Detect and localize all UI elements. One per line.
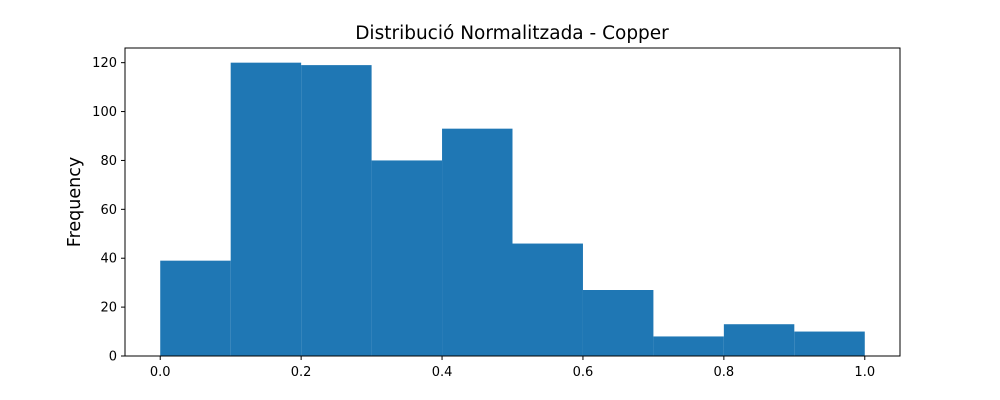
histogram-bar bbox=[512, 243, 583, 356]
histogram-bar bbox=[230, 62, 302, 357]
y-axis-label: Frequency bbox=[65, 157, 85, 247]
y-tick-label: 40 bbox=[100, 252, 117, 267]
histogram-bar bbox=[582, 290, 654, 356]
y-tick-label: 20 bbox=[100, 301, 117, 316]
x-tick-label: 0.6 bbox=[573, 365, 594, 380]
x-tick-label: 0.8 bbox=[714, 365, 735, 380]
y-tick-label: 60 bbox=[100, 203, 117, 218]
plot-frame bbox=[124, 47, 901, 357]
x-tick-label: 0.2 bbox=[291, 365, 312, 380]
histogram-bar bbox=[371, 160, 443, 356]
histogram-bar bbox=[160, 260, 231, 356]
y-tick-label: 0 bbox=[109, 350, 117, 365]
x-tick-label: 1.0 bbox=[854, 365, 875, 380]
histogram-bar bbox=[442, 128, 513, 356]
bars-group bbox=[160, 62, 865, 357]
histogram-bar bbox=[723, 324, 795, 356]
histogram-bar bbox=[653, 336, 724, 356]
y-tick-label: 120 bbox=[92, 56, 117, 71]
chart-title: Distribució Normalitzada - Copper bbox=[355, 23, 669, 44]
histogram-bar bbox=[794, 331, 865, 356]
histogram-bar bbox=[301, 65, 372, 356]
x-tick-label: 0.4 bbox=[432, 365, 453, 380]
y-axis-ticks: 0 20 40 60 80 100 120 bbox=[92, 56, 125, 365]
y-tick-label: 100 bbox=[92, 105, 117, 120]
x-tick-label: 0.0 bbox=[150, 365, 171, 380]
y-tick-label: 80 bbox=[100, 154, 117, 169]
x-axis-ticks: 0.0 0.2 0.4 0.6 0.8 1.0 bbox=[150, 356, 875, 380]
